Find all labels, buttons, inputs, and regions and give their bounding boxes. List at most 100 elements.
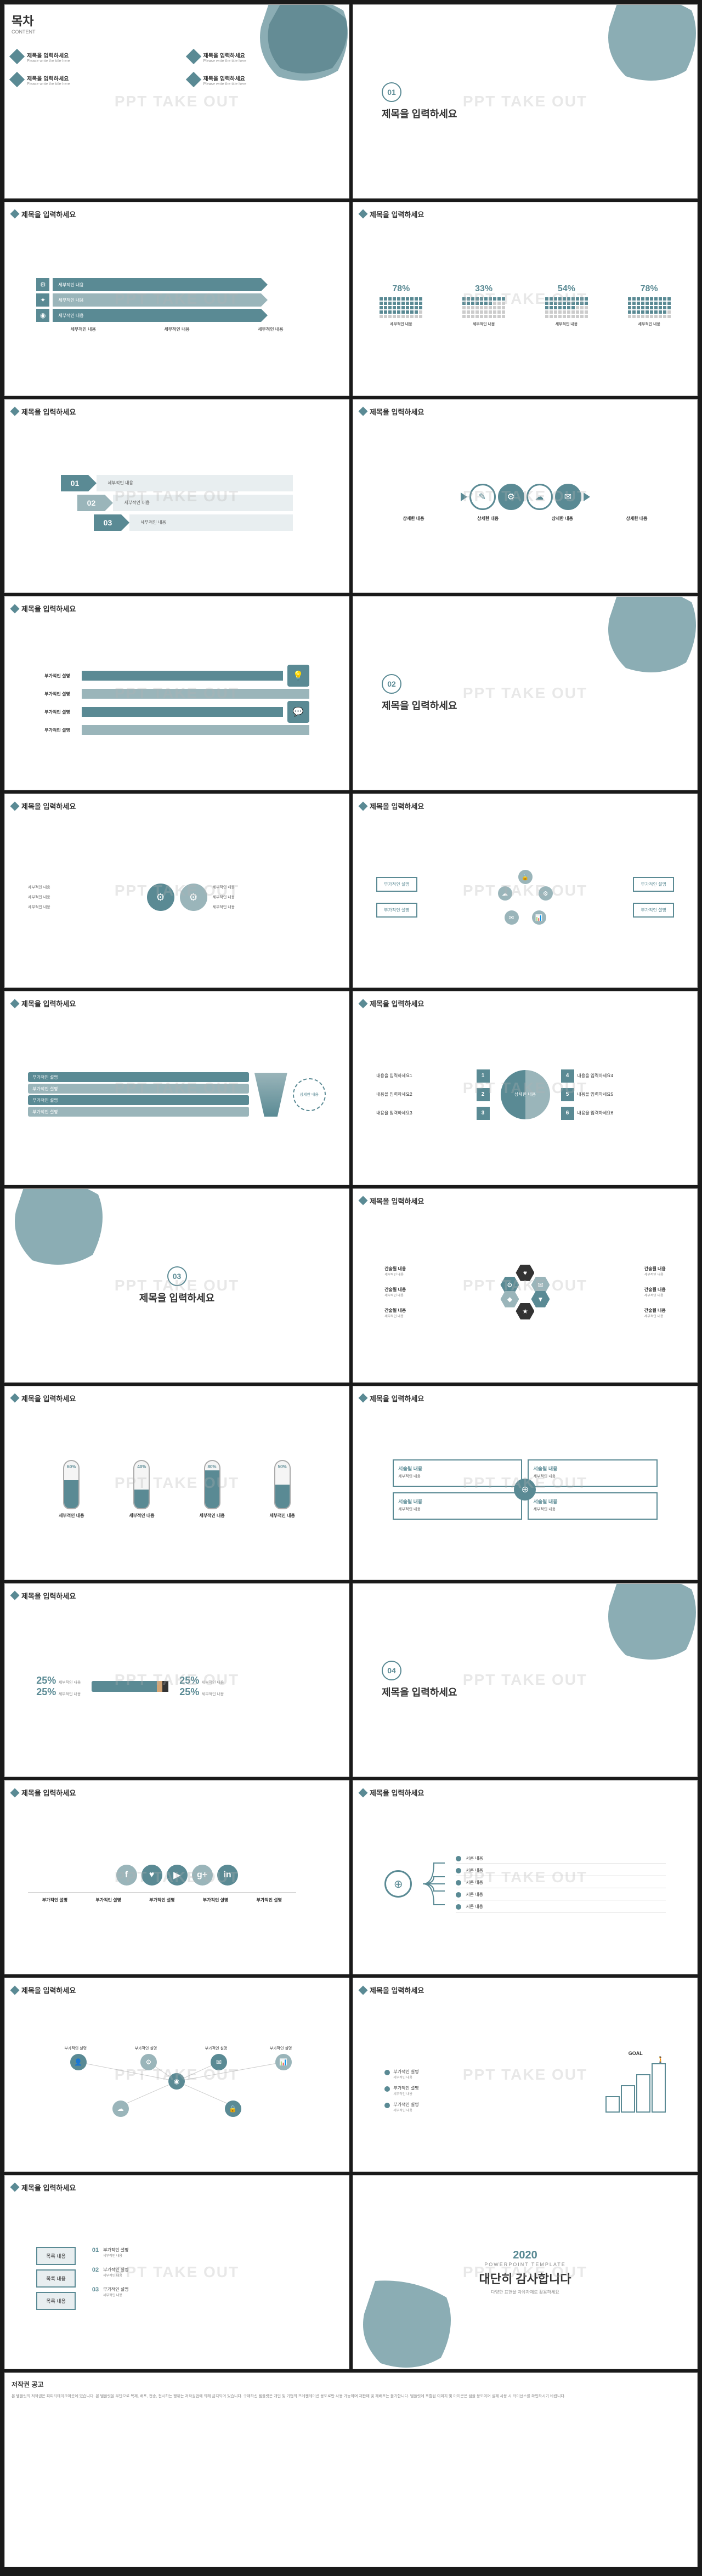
network-node: 📊	[275, 2054, 292, 2070]
tube-column: 80% 세부적인 내용	[199, 1460, 224, 1519]
diamond-icon	[10, 210, 20, 219]
diamond-icon	[10, 1788, 20, 1797]
pentagon-diagram: 부가적인 설명 부가적인 설명 🔒 ☁ ⚙ ✉ 📊 부가적인 설명 부가적인 설…	[376, 870, 674, 925]
tube-percent: 40%	[134, 1464, 149, 1469]
slide-grid: 목차 CONTENT 제목을 입력하세요Please write the tit…	[4, 4, 698, 2567]
percentage-grid: 78%세부적인 내용33%세부적인 내용54%세부적인 내용78%세부적인 내용	[360, 284, 690, 327]
copyright-heading: 저작권 공고	[12, 2380, 690, 2389]
diamond-icon	[185, 72, 201, 87]
network-node: 👤	[70, 2054, 87, 2070]
arrow-bar: 세부적인 내용	[53, 293, 261, 307]
watermark: PPT TAKE OUT	[115, 93, 239, 110]
diamond-icon	[359, 999, 368, 1008]
percentage-column: 78%세부적인 내용	[380, 284, 422, 327]
slide-tree: 제목을 입력하세요 ⊕ 서론 내용 서론 내용 서론 내용 서론 내용 서론 내…	[353, 1780, 698, 1974]
circle-node: ✎	[469, 484, 496, 510]
twitter-icon: ♥	[141, 1865, 162, 1886]
diamond-icon	[10, 1394, 20, 1403]
slide-arrows: 제목을 입력하세요 ⚙세부적인 내용 ✦세부적인 내용 ◉세부적인 내용 세부적…	[4, 202, 349, 396]
brush-decoration	[587, 4, 698, 98]
tube-label: 세부적인 내용	[199, 1513, 224, 1519]
slide-goal: 제목을 입력하세요 부가적인 설명세부적인 내용 부가적인 설명세부적인 내용 …	[353, 1978, 698, 2172]
slide-title: 제목을 입력하세요	[370, 1393, 424, 1403]
funnel-output: 상세한 내용	[293, 1078, 326, 1111]
tube-column: 50%세부적인 내용	[269, 1460, 295, 1519]
year: 2020	[513, 2249, 537, 2262]
slide-title: 제목을 입력하세요	[370, 406, 424, 417]
toc-item: 제목을 입력하세요Please write the title here	[12, 51, 166, 63]
tube-chart: 60%세부적인 내용 40% 세부적인 내용80% 세부적인 내용 50%세부적인 내용	[36, 1460, 318, 1519]
tube-percent: 80%	[205, 1464, 219, 1469]
slide-percentages: 제목을 입력하세요 78%세부적인 내용33%세부적인 내용54%세부적인 내용…	[353, 202, 698, 396]
diamond-icon	[10, 801, 20, 811]
slide-funnel: 제목을 입력하세요 부가적인 설명 부가적인 설명 부가적인 설명 부가적인 설…	[4, 991, 349, 1185]
slide-title: 제목을 입력하세요	[370, 1985, 424, 1995]
hex-node: ▼	[531, 1291, 550, 1307]
dot-grid	[628, 297, 671, 318]
dot-icon	[384, 2103, 390, 2108]
gear-icon: ✦	[36, 293, 49, 307]
quad-box: 서술될 내용세부적인 내용	[393, 1492, 522, 1520]
dot-icon	[384, 2070, 390, 2075]
step-list: 01세부적인 내용 02세부적인 내용 03세부적인 내용	[61, 475, 292, 531]
stair-step	[605, 2096, 620, 2113]
funnel-shape	[254, 1073, 287, 1117]
slide-title: 제목을 입력하세요	[370, 801, 424, 811]
circle-node: ⚙	[498, 484, 524, 510]
slide-title: 제목을 입력하세요	[21, 1393, 76, 1403]
diamond-icon	[9, 49, 25, 64]
slide-halves: 제목을 입력하세요 내용을 입력하세요11 내용을 입력하세요22 내용을 입력…	[353, 991, 698, 1185]
quad-box: 서술될 내용세부적인 내용	[393, 1459, 522, 1487]
stair-step	[652, 2063, 666, 2113]
slide-title: 제목을 입력하세요	[370, 1196, 424, 1206]
social-icons: f ♥ ▶ g+ in	[28, 1865, 326, 1886]
quad-layout: 서술될 내용세부적인 내용 서술될 내용세부적인 내용 서술될 내용세부적인 내…	[393, 1459, 657, 1520]
network-node: ⚙	[140, 2054, 157, 2070]
slide-callouts: 제목을 입력하세요 부가적인 설명💡 부가적인 설명 부가적인 설명💬 부가적인…	[4, 596, 349, 790]
callout-list: 부가적인 설명💡 부가적인 설명 부가적인 설명💬 부가적인 설명	[44, 665, 309, 735]
goal-label: GOAL	[605, 2051, 666, 2056]
arrow-bar: 세부적인 내용	[53, 278, 261, 291]
dot-icon	[456, 1880, 461, 1886]
slide-copyright: 저작권 공고 본 템플릿의 저작권은 피피티테이크아웃에 있습니다. 본 템플릿…	[4, 2373, 698, 2568]
circle-flow: ✎ ⚙ ☁ ✉	[376, 484, 674, 510]
percentage-label: 세부적인 내용	[380, 321, 422, 327]
google-icon: g+	[192, 1865, 213, 1886]
node-icon: ✉	[505, 910, 519, 925]
thanks-heading: 대단히 감사합니다	[479, 2269, 571, 2287]
section-title: 제목을 입력하세요	[382, 1685, 457, 1699]
arrow-list: ⚙세부적인 내용 ✦세부적인 내용 ◉세부적인 내용	[36, 278, 261, 322]
list-box: 목록 내용	[36, 2269, 76, 2288]
network-diagram: 👤 ⚙ ✉ 📊 ◉ ☁ 🔒 부가적인 설명 부가적인 설명 부가적인 설명 부가…	[36, 2046, 318, 2117]
gear-icon: ⚙	[36, 278, 49, 291]
percentage-column: 33%세부적인 내용	[462, 284, 505, 327]
pencil-shape	[92, 1681, 168, 1692]
slide-tubes: 제목을 입력하세요 60%세부적인 내용 40% 세부적인 내용80% 세부적인 내용…	[4, 1386, 349, 1580]
slide-title: 제목을 입력하세요	[21, 998, 76, 1009]
connector-lines	[423, 1856, 445, 1911]
section-number: 02	[382, 674, 401, 694]
slide-section-04: 04 제목을 입력하세요 PPT TAKE OUT	[353, 1583, 698, 1777]
slide-title: 제목을 입력하세요	[21, 1985, 76, 1995]
section-title: 제목을 입력하세요	[382, 106, 457, 121]
slide-title: 제목을 입력하세요	[21, 603, 76, 614]
slide-pencil: 제목을 입력하세요 25% 세부적인 내용 25% 세부적인 내용 25% 세부…	[4, 1583, 349, 1777]
dot-grid	[380, 297, 422, 318]
brush-decoration	[4, 1188, 115, 1282]
percentage-label: 세부적인 내용	[545, 321, 588, 327]
dot-icon	[456, 1856, 461, 1861]
percentage-label: 세부적인 내용	[462, 321, 505, 327]
slide-title: 제목을 입력하세요	[370, 209, 424, 219]
slide-gears: 제목을 입력하세요 세부적인 내용 세부적인 내용 세부적인 내용 ⚙ ⚙ 세부…	[4, 794, 349, 988]
slide-toc: 목차 CONTENT 제목을 입력하세요Please write the tit…	[4, 4, 349, 199]
root-icon: ⊕	[384, 1870, 412, 1898]
dot-icon	[456, 1868, 461, 1873]
network-node: ☁	[112, 2101, 129, 2117]
hex-node: ✉	[531, 1277, 550, 1293]
slide-title: 제목을 입력하세요	[21, 1590, 76, 1601]
thanks-desc: 다양한 표현을 자유자재로 활용하세요	[491, 2289, 559, 2295]
section-number: 03	[167, 1266, 187, 1286]
tube-column: 60%세부적인 내용	[59, 1460, 84, 1519]
slide-title: 제목을 입력하세요	[370, 1787, 424, 1798]
diamond-icon	[359, 1788, 368, 1797]
